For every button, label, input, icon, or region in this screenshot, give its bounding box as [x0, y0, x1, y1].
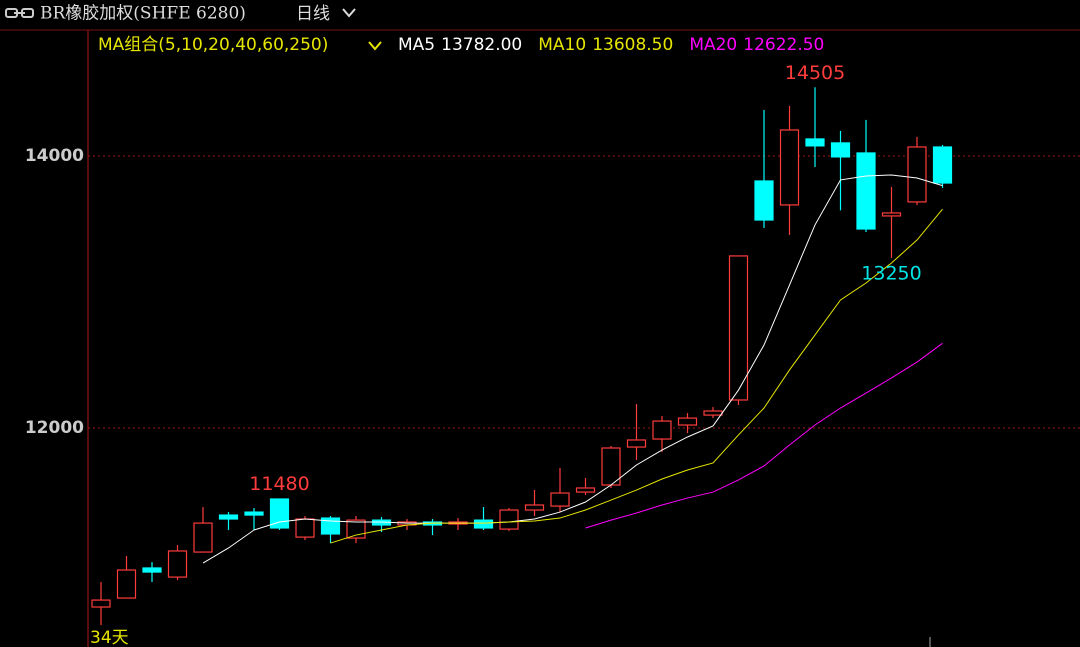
candle-body — [881, 212, 902, 217]
candle-body — [677, 417, 698, 426]
candle-body — [142, 567, 162, 573]
candle-body — [218, 514, 239, 520]
legend-name: MA10 — [538, 35, 586, 55]
candle-body — [805, 138, 825, 147]
candle-body — [499, 509, 519, 530]
candle-body — [652, 420, 672, 440]
extreme-label: 13250 — [861, 262, 921, 284]
candle-body — [193, 522, 213, 553]
ma-line — [202, 174, 943, 564]
candle-body — [320, 517, 341, 535]
ma-line — [585, 342, 943, 529]
period-dropdown[interactable] — [342, 8, 356, 18]
link-icon — [5, 8, 34, 18]
extreme-label: 11480 — [249, 473, 309, 495]
legend-value: 12622.50 — [743, 35, 824, 55]
candle-body — [626, 439, 647, 448]
ma-dropdown[interactable] — [368, 41, 382, 51]
count-label: 34天 — [90, 628, 129, 647]
candle-body — [116, 569, 137, 599]
candle-body — [754, 180, 774, 221]
candle-body — [550, 492, 570, 507]
legend-name: MA20 — [689, 35, 737, 55]
title: BR橡胶加权(SHFE 6280) — [40, 4, 246, 24]
y-tick-label: 14000 — [25, 146, 84, 166]
candle-body — [167, 550, 188, 578]
candle-body — [856, 152, 876, 230]
candle-body — [244, 511, 264, 516]
candle-body — [779, 129, 800, 206]
ma-line — [330, 208, 943, 544]
legend-name: MA5 — [398, 35, 435, 55]
ma-group[interactable]: MA组合(5,10,20,40,60,250) — [98, 35, 328, 55]
y-tick-label: 12000 — [25, 418, 84, 438]
candle-body — [728, 255, 749, 401]
candle-body — [295, 518, 315, 538]
extreme-label: 14505 — [785, 62, 845, 84]
candle-body — [269, 498, 290, 529]
legend-value: 13782.00 — [441, 35, 522, 55]
candle-body — [907, 146, 927, 203]
candle-body — [932, 146, 953, 184]
period[interactable]: 日线 — [296, 4, 330, 24]
legend-value: 13608.50 — [592, 35, 673, 55]
candle-body — [830, 142, 851, 158]
candle-body — [473, 519, 494, 529]
candle-body — [524, 504, 545, 511]
candle-body — [703, 410, 723, 416]
candle-body — [346, 519, 366, 539]
candle-body — [575, 487, 596, 493]
candle-body — [91, 599, 111, 608]
